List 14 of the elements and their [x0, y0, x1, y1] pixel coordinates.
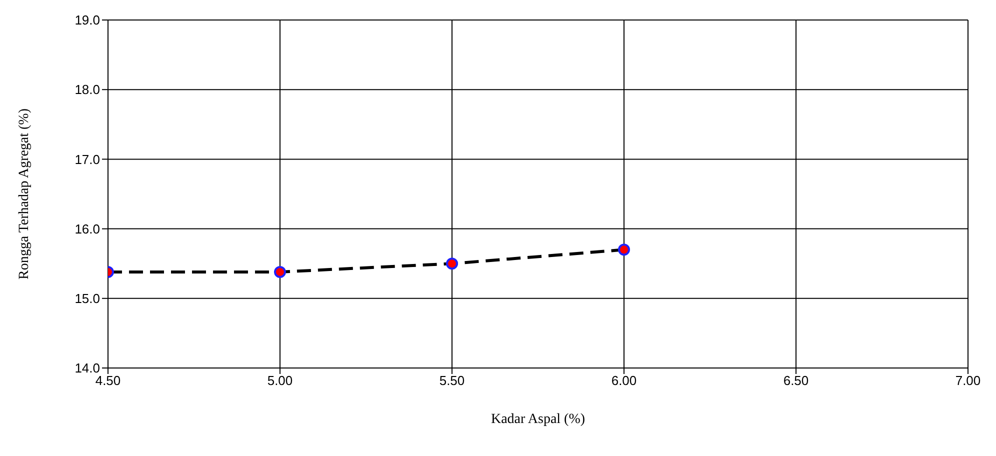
- y-tick-label: 14.0: [74, 360, 100, 376]
- x-tick-label: 5.50: [439, 373, 465, 388]
- x-axis-title: Kadar Aspal (%): [490, 412, 586, 427]
- x-tick-label: 7.00: [955, 373, 981, 388]
- y-tick-label: 19.0: [74, 12, 100, 28]
- y-axis-title: Rongga Terhadap Agregat (%): [16, 108, 32, 280]
- y-tick-label: 16.0: [74, 221, 100, 236]
- x-tick-label: 5.00: [267, 373, 293, 388]
- x-tick-label: 4.50: [95, 373, 121, 388]
- y-tick-label: 15.0: [74, 291, 100, 306]
- x-tick-label: 6.00: [611, 373, 637, 388]
- y-tick-label: 18.0: [74, 82, 100, 98]
- y-tick-label: 17.0: [74, 152, 100, 167]
- x-tick-label: 6.50: [783, 373, 809, 388]
